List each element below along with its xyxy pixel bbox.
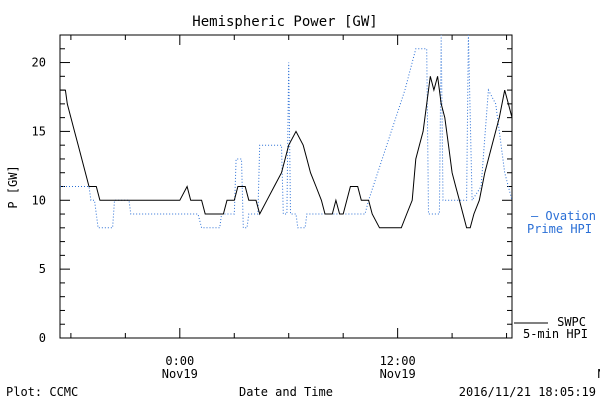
y-tick-labels: 0 5 10 15 20 [32,56,46,345]
legend-ovation-line2: Prime HPI [527,222,592,236]
y-tick-label: 0 [39,331,46,345]
x-tick-date: Nov19 [162,367,198,381]
series-lines [60,34,513,229]
tick-marks [60,34,512,339]
x-axis-label: Date and Time [239,385,333,399]
legend-swpc-line2: 5-min HPI [523,327,588,341]
legend-ovation-line1: — Ovation [531,209,596,223]
series-swpc-line [60,76,513,229]
y-tick-label: 10 [32,193,46,207]
y-tick-label: 20 [32,56,46,70]
x-tick-time: 0:00 [165,354,194,368]
legend-swpc: SWPC 5-min HPI [514,315,588,341]
plot-frame [59,34,513,339]
y-axis-label: P [GW] [6,165,20,208]
x-tick-labels: 0:00Nov1912:00Nov190:00Nov2012:00Nov200:… [162,354,600,381]
series-ovation-prime-line [60,34,513,229]
legend-swpc-line1: SWPC [557,315,586,329]
x-tick-time: 12:00 [380,354,416,368]
chart-title: Hemispheric Power [GW] [192,14,377,30]
y-tick-label: 15 [32,124,46,138]
footer-source: Plot: CCMC [6,385,78,399]
x-tick-date: Nov19 [380,367,416,381]
y-tick-label: 5 [39,262,46,276]
legend-ovation: — Ovation Prime HPI [527,209,596,236]
x-tick-date: Nov20 [597,367,600,381]
footer-timestamp: 2016/11/21 18:05:19 [459,385,596,399]
